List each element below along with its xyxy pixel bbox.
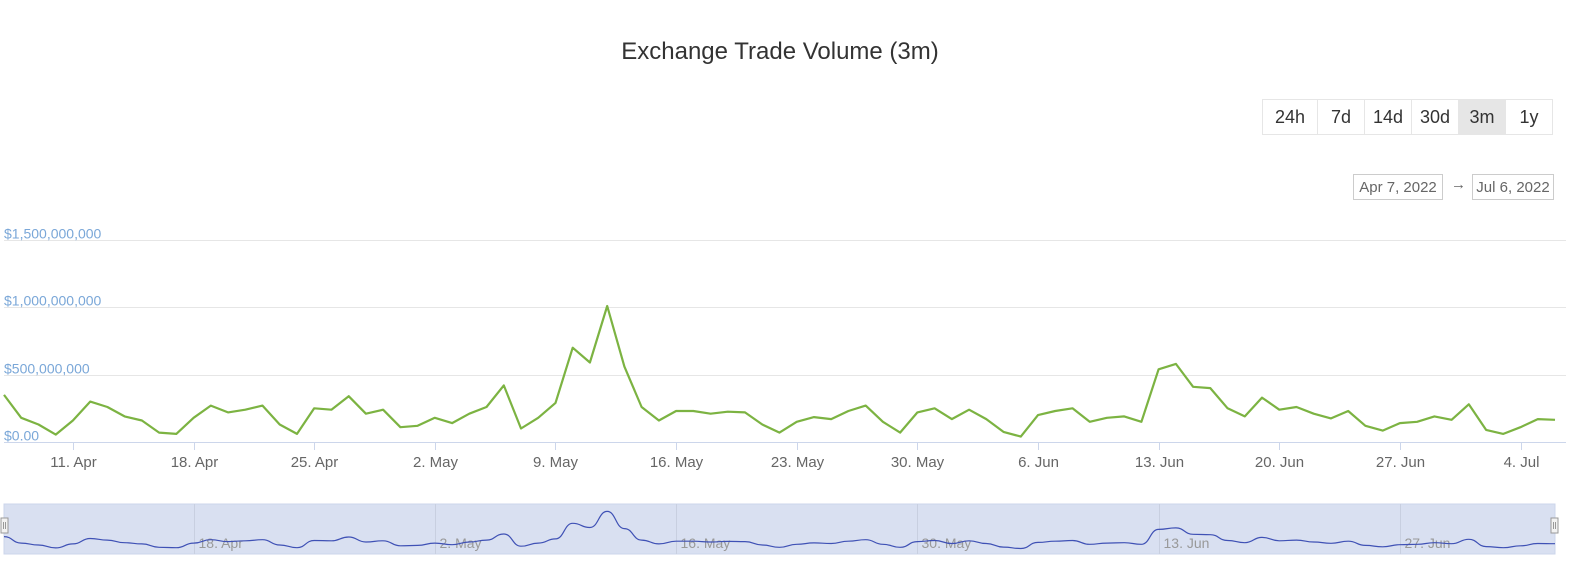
range-button-30d[interactable]: 30d bbox=[1412, 100, 1459, 134]
x-tick-label: 18. Apr bbox=[171, 454, 219, 471]
x-tick-label: 11. Apr bbox=[50, 454, 96, 471]
navigator-tick-label: 13. Jun bbox=[1164, 535, 1210, 551]
grid bbox=[4, 240, 1566, 376]
x-tick-label: 2. May bbox=[413, 454, 459, 471]
navigator[interactable]: 18. Apr 2. May 16. May 30. May 13. Jun 27. Ju… bbox=[0, 503, 1559, 555]
range-button-7d[interactable]: 7d bbox=[1318, 100, 1365, 134]
date-from-input[interactable]: Apr 7, 2022 bbox=[1353, 174, 1443, 200]
range-selector: 24h 7d 14d 30d 3m 1y bbox=[1262, 99, 1553, 135]
navigator-left-handle[interactable] bbox=[0, 517, 9, 534]
x-tick-label: 16. May bbox=[650, 454, 704, 471]
x-tick-label: 6. Jun bbox=[1018, 454, 1059, 471]
x-tick-label: 23. May bbox=[771, 454, 825, 471]
y-tick-label: $1,000,000,000 bbox=[4, 293, 102, 309]
x-tick-label: 25. Apr bbox=[291, 454, 339, 471]
navigator-series-line bbox=[3, 510, 1556, 550]
chart-title: Exchange Trade Volume (3m) bbox=[621, 38, 939, 65]
range-button-14d[interactable]: 14d bbox=[1365, 100, 1412, 134]
navigator-tick-label: 16. May bbox=[681, 535, 731, 551]
x-tick-label: 20. Jun bbox=[1255, 454, 1304, 471]
navigator-tick-label: 18. Apr bbox=[199, 535, 244, 551]
date-range-arrow: → bbox=[1451, 176, 1466, 193]
range-button-3m[interactable]: 3m bbox=[1459, 100, 1506, 134]
x-tick-label: 27. Jun bbox=[1376, 454, 1425, 471]
y-tick-label: $1,500,000,000 bbox=[4, 226, 102, 242]
y-tick-label: $500,000,000 bbox=[4, 361, 90, 377]
y-tick-label: $0.00 bbox=[4, 428, 39, 444]
x-tick-label: 4. Jul bbox=[1504, 454, 1540, 471]
date-to-input[interactable]: Jul 6, 2022 bbox=[1472, 174, 1554, 200]
x-tick-label: 13. Jun bbox=[1135, 454, 1184, 471]
range-button-24h[interactable]: 24h bbox=[1263, 100, 1318, 134]
series-layer bbox=[3, 304, 1556, 438]
series-line bbox=[3, 304, 1556, 438]
range-button-1y[interactable]: 1y bbox=[1506, 100, 1552, 134]
x-tick-label: 30. May bbox=[891, 454, 945, 471]
navigator-right-handle[interactable] bbox=[1550, 517, 1559, 534]
x-axis: 11. Apr 18. Apr 25. Apr 2. May 9. May 16. May… bbox=[4, 442, 1566, 471]
x-tick-label: 9. May bbox=[533, 454, 579, 471]
y-axis-labels: $0.00 $500,000,000 $1,000,000,000 $1,500,00… bbox=[4, 226, 102, 444]
